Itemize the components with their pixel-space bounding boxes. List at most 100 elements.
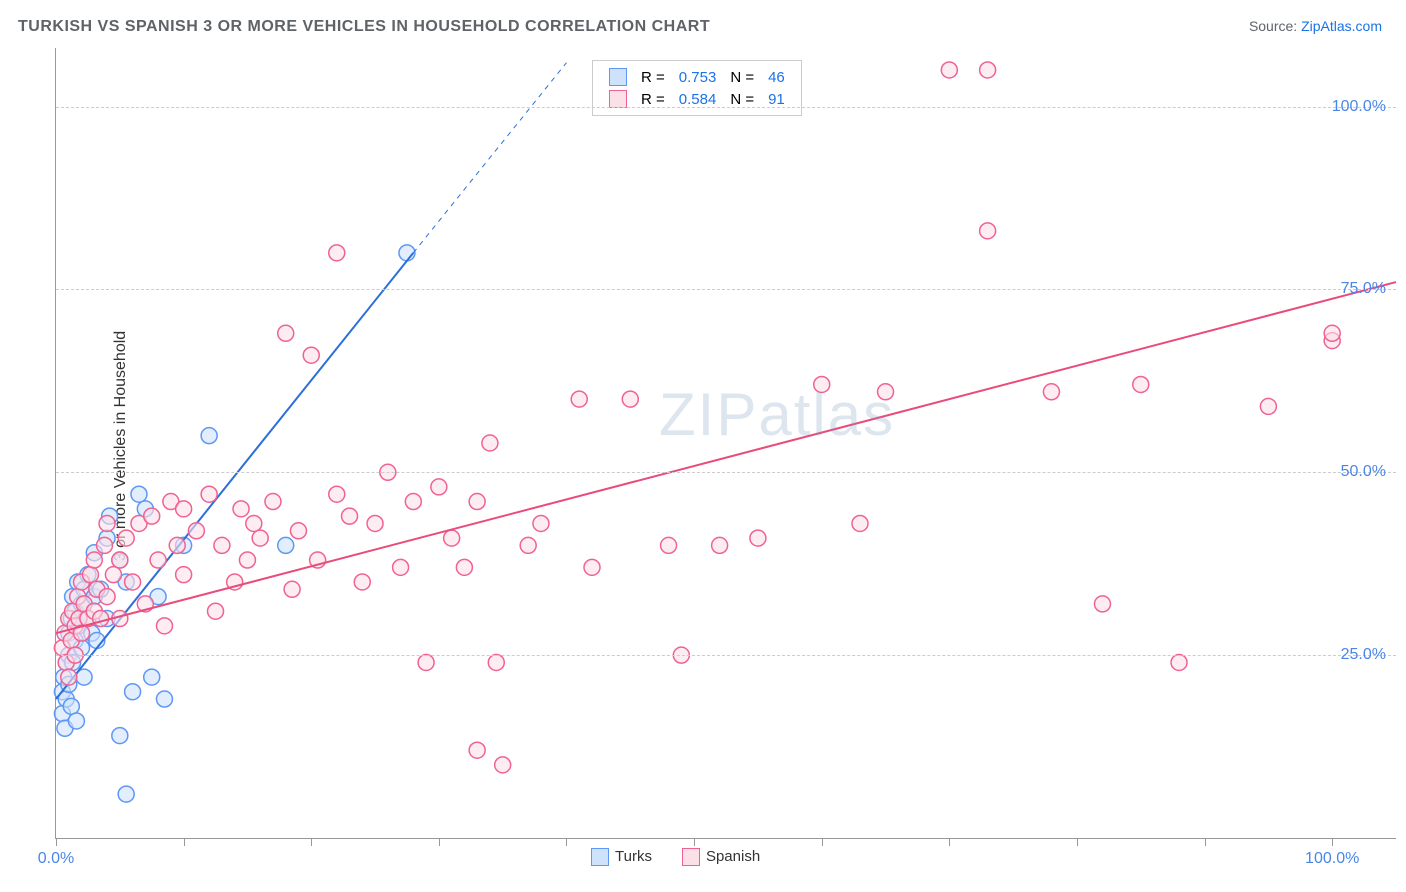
scatter-point — [712, 537, 728, 553]
scatter-point — [750, 530, 766, 546]
scatter-point — [176, 501, 192, 517]
scatter-point — [156, 691, 172, 707]
scatter-point — [118, 786, 134, 802]
scatter-point — [488, 654, 504, 670]
scatter-point — [284, 581, 300, 597]
source-prefix: Source: — [1249, 18, 1301, 34]
scatter-point — [980, 223, 996, 239]
x-tick — [1205, 838, 1206, 846]
correlation-legend: R =0.753N =46R =0.584N =91 — [592, 60, 802, 116]
y-tick-label: 75.0% — [1341, 280, 1386, 298]
legend-row: R =0.753N =46 — [603, 67, 791, 87]
scatter-point — [520, 537, 536, 553]
x-tick — [439, 838, 440, 846]
legend-swatch — [609, 90, 627, 108]
scatter-point — [63, 698, 79, 714]
scatter-point — [431, 479, 447, 495]
chart-title: TURKISH VS SPANISH 3 OR MORE VEHICLES IN… — [18, 18, 710, 36]
scatter-point — [367, 515, 383, 531]
scatter-point — [61, 669, 77, 685]
scatter-point — [418, 654, 434, 670]
scatter-point — [482, 435, 498, 451]
chart-container: TURKISH VS SPANISH 3 OR MORE VEHICLES IN… — [0, 0, 1406, 892]
scatter-point — [852, 515, 868, 531]
legend-item: Spanish — [682, 848, 760, 865]
scatter-point — [456, 559, 472, 575]
scatter-point — [1043, 384, 1059, 400]
scatter-point — [68, 713, 84, 729]
scatter-point — [131, 486, 147, 502]
legend-swatch — [591, 848, 609, 866]
scatter-point — [150, 552, 166, 568]
chart-svg — [56, 48, 1396, 838]
scatter-point — [112, 728, 128, 744]
scatter-point — [1324, 325, 1340, 341]
scatter-point — [93, 611, 109, 627]
gridline — [56, 289, 1396, 290]
source-label: Source: ZipAtlas.com — [1249, 18, 1382, 34]
scatter-point — [469, 742, 485, 758]
scatter-point — [1260, 398, 1276, 414]
legend-r-value: 0.753 — [673, 67, 723, 87]
scatter-point — [278, 537, 294, 553]
scatter-point — [278, 325, 294, 341]
legend-item: Turks — [591, 848, 652, 865]
legend-swatch — [682, 848, 700, 866]
scatter-point — [156, 618, 172, 634]
legend-n-value: 46 — [762, 67, 791, 87]
x-tick — [1077, 838, 1078, 846]
x-tick-label: 0.0% — [38, 850, 74, 868]
y-tick-label: 100.0% — [1332, 98, 1386, 116]
x-tick — [184, 838, 185, 846]
scatter-point — [125, 574, 141, 590]
x-tick — [949, 838, 950, 846]
scatter-point — [354, 574, 370, 590]
scatter-point — [188, 523, 204, 539]
scatter-point — [571, 391, 587, 407]
scatter-point — [86, 552, 102, 568]
scatter-point — [533, 515, 549, 531]
scatter-point — [144, 669, 160, 685]
scatter-point — [342, 508, 358, 524]
scatter-point — [144, 508, 160, 524]
gridline — [56, 655, 1396, 656]
scatter-point — [239, 552, 255, 568]
scatter-point — [444, 530, 460, 546]
scatter-point — [176, 567, 192, 583]
trend-line — [56, 253, 413, 699]
scatter-point — [105, 567, 121, 583]
scatter-point — [112, 552, 128, 568]
scatter-point — [878, 384, 894, 400]
scatter-point — [495, 757, 511, 773]
source-link[interactable]: ZipAtlas.com — [1301, 18, 1382, 34]
scatter-point — [99, 515, 115, 531]
x-tick — [311, 838, 312, 846]
scatter-point — [405, 494, 421, 510]
scatter-point — [290, 523, 306, 539]
scatter-point — [393, 559, 409, 575]
scatter-point — [303, 347, 319, 363]
scatter-point — [82, 567, 98, 583]
scatter-point — [96, 537, 112, 553]
scatter-point — [246, 515, 262, 531]
x-tick — [1332, 838, 1333, 846]
scatter-point — [118, 530, 134, 546]
scatter-point — [214, 537, 230, 553]
scatter-point — [661, 537, 677, 553]
scatter-point — [169, 537, 185, 553]
gridline — [56, 472, 1396, 473]
scatter-point — [1133, 376, 1149, 392]
scatter-point — [941, 62, 957, 78]
scatter-point — [233, 501, 249, 517]
y-tick-label: 25.0% — [1341, 646, 1386, 664]
scatter-point — [99, 589, 115, 605]
x-tick — [566, 838, 567, 846]
trend-line — [56, 282, 1396, 633]
scatter-point — [208, 603, 224, 619]
scatter-point — [201, 428, 217, 444]
trend-line-dash — [413, 63, 566, 253]
scatter-point — [265, 494, 281, 510]
scatter-point — [329, 245, 345, 261]
scatter-point — [584, 559, 600, 575]
legend-r-label: R = — [635, 67, 671, 87]
